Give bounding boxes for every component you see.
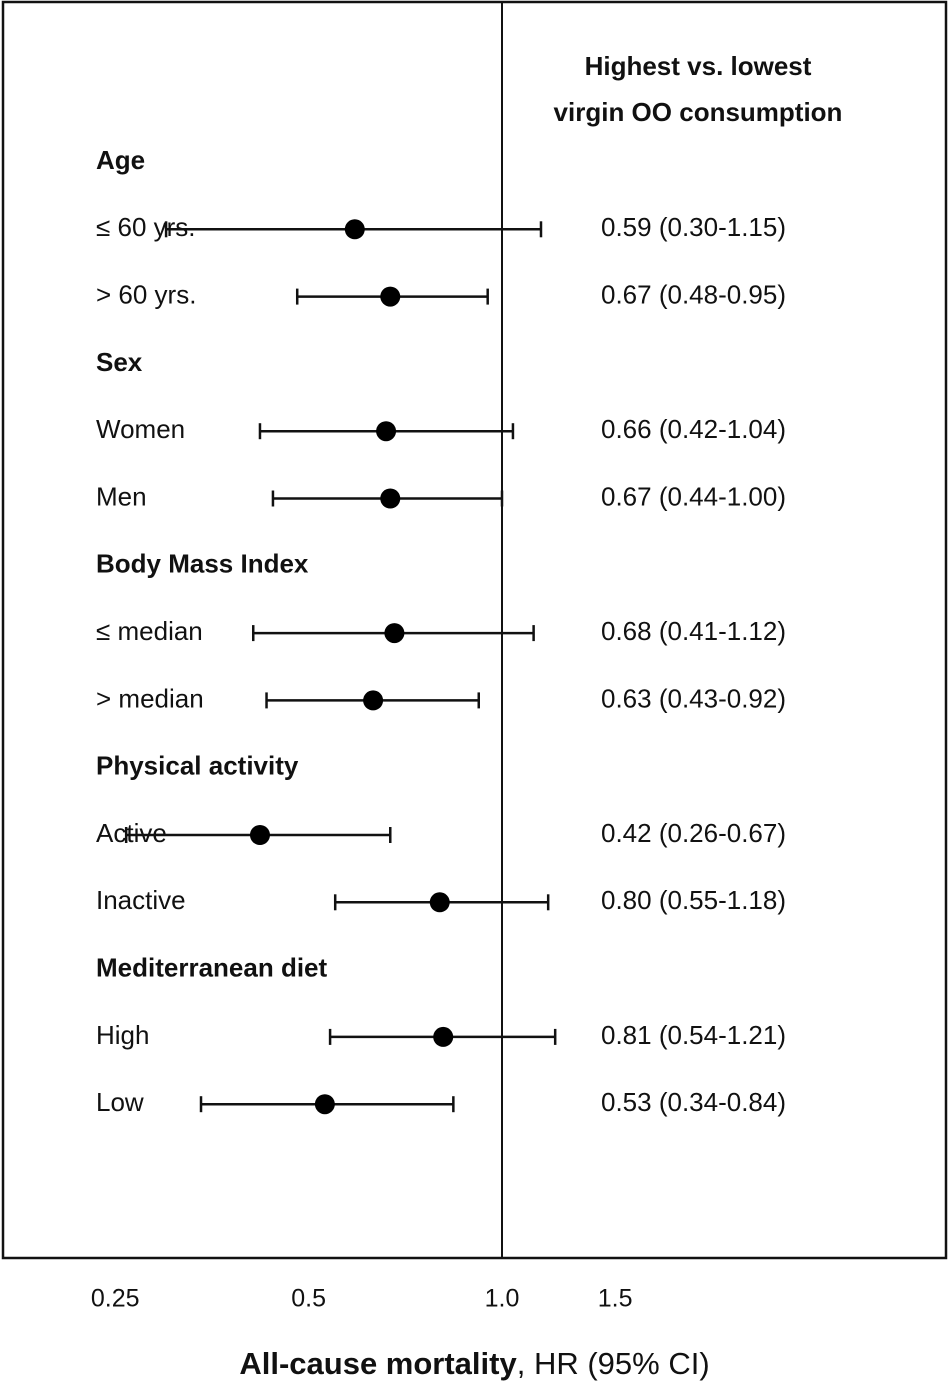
hr-point: [433, 1026, 454, 1047]
group-heading: Physical activity: [96, 751, 299, 781]
hr-ci-value: 0.63 (0.43-0.92): [601, 683, 786, 713]
group-heading: Sex: [96, 347, 143, 377]
row-label: Low: [96, 1087, 144, 1117]
hr-point: [380, 286, 401, 307]
hr-ci-value: 0.68 (0.41-1.12): [601, 616, 786, 646]
hr-ci-value: 0.81 (0.54-1.21): [601, 1020, 786, 1050]
hr-point: [314, 1094, 335, 1115]
hr-point: [376, 421, 397, 442]
hr-ci-value: 0.59 (0.30-1.15): [601, 212, 786, 242]
x-tick-label: 0.5: [291, 1285, 326, 1313]
row-label: Inactive: [96, 885, 186, 915]
column-header-line: virgin OO consumption: [554, 97, 843, 127]
hr-point: [429, 892, 450, 913]
x-tick-label: 1.5: [598, 1285, 633, 1313]
hr-ci-value: 0.42 (0.26-0.67): [601, 818, 786, 848]
hr-ci-value: 0.66 (0.42-1.04): [601, 414, 786, 444]
plot-frame: [1, 0, 948, 1260]
row-label: > median: [96, 683, 204, 713]
hr-point: [344, 219, 365, 240]
column-header-line: Highest vs. lowest: [585, 51, 812, 81]
row-label: Women: [96, 414, 185, 444]
x-axis-label-normal: , HR (95% CI): [516, 1346, 710, 1381]
hr-point: [384, 623, 405, 644]
hr-ci-value: 0.67 (0.48-0.95): [601, 279, 786, 309]
group-heading: Age: [96, 145, 145, 175]
row-label: ≤ median: [96, 616, 203, 646]
x-tick-label: 1.0: [485, 1285, 520, 1313]
row-label: > 60 yrs.: [96, 279, 196, 309]
x-axis-label-bold: All-cause mortality: [239, 1346, 517, 1381]
hr-point: [249, 825, 270, 845]
x-axis-label: All-cause mortality, HR (95% CI): [0, 1346, 949, 1382]
forest-plot: Highest vs. lowest virgin OO consumption A…: [1, 0, 948, 1313]
row-label: High: [96, 1020, 149, 1050]
row-label: Active: [96, 818, 167, 848]
hr-point: [380, 488, 401, 509]
hr-ci-value: 0.67 (0.44-1.00): [601, 481, 786, 511]
hr-ci-value: 0.80 (0.55-1.18): [601, 885, 786, 915]
group-heading: Mediterranean diet: [96, 952, 328, 982]
hr-ci-value: 0.53 (0.34-0.84): [601, 1087, 786, 1117]
hr-point: [363, 690, 384, 711]
group-heading: Body Mass Index: [96, 549, 309, 579]
row-label: Men: [96, 481, 147, 511]
x-tick-label: 0.25: [91, 1285, 140, 1313]
row-label: ≤ 60 yrs.: [96, 212, 196, 242]
